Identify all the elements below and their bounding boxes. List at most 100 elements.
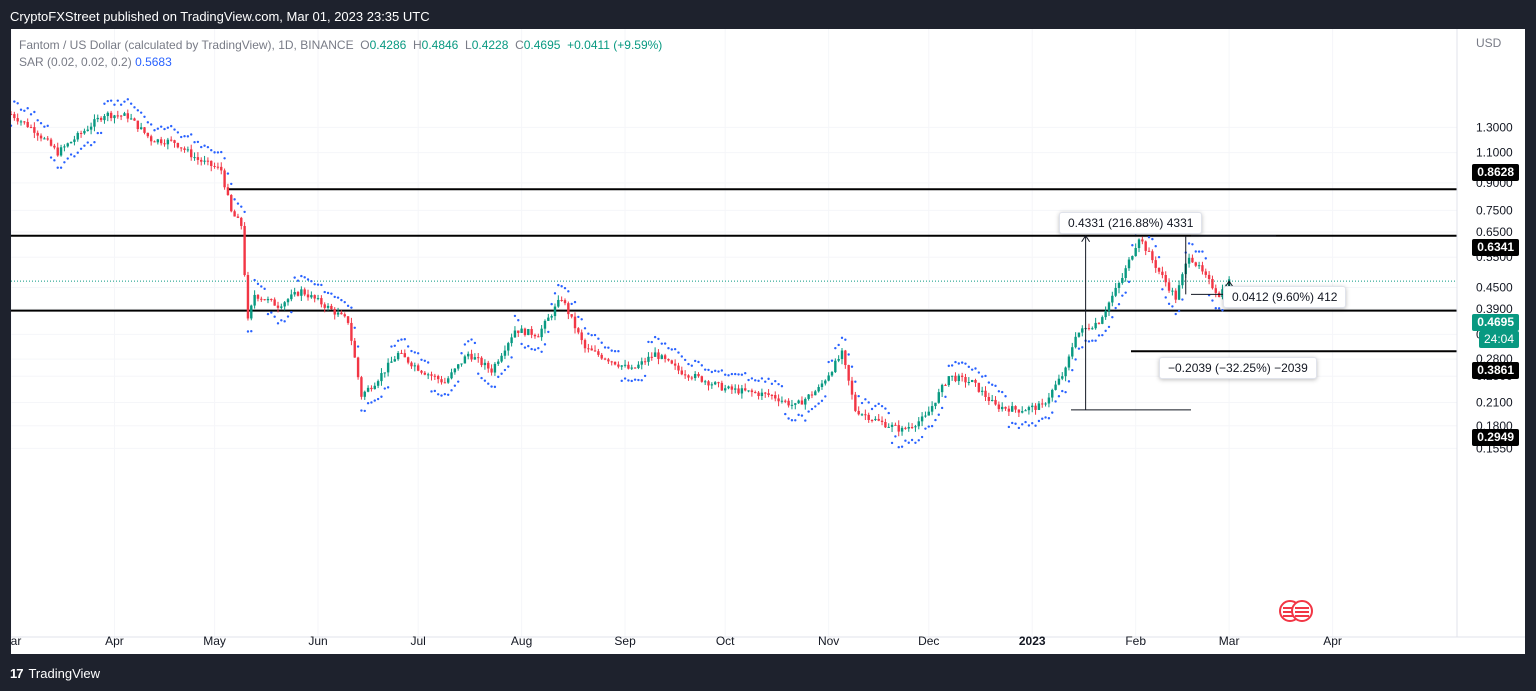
candle-body [123, 113, 126, 116]
sar-dot [76, 151, 79, 154]
footer-branding[interactable]: 17 TradingView [10, 662, 100, 684]
candle-body [243, 225, 246, 276]
candle-body [854, 394, 857, 411]
sar-dot [727, 374, 730, 377]
price-tick-label: 0.6500 [1476, 225, 1513, 239]
candle-body [66, 143, 69, 147]
sar-dot [69, 153, 73, 156]
sar-dot [79, 147, 83, 150]
candle-body [1197, 265, 1201, 267]
sar-dot [683, 358, 687, 362]
candle-body [493, 363, 497, 373]
sar-dot [517, 319, 520, 322]
candle-body [1087, 328, 1091, 330]
sar-dot [490, 385, 493, 388]
candle-body [737, 388, 740, 394]
chart-pane[interactable]: USD 1.3000 1.1000 0.9000 0.7500 0.6500 0.5500 0… [11, 29, 1525, 654]
candle-body [1214, 288, 1217, 293]
candle-body [663, 355, 667, 359]
sar-dot [109, 99, 113, 102]
measure-callout-big[interactable]: 0.4331 (216.88%) 4331 [1059, 212, 1203, 234]
candle-body [149, 136, 153, 142]
candle-body [777, 398, 780, 402]
measure-callout-small-up[interactable]: 0.0412 (9.60%) 412 [1223, 286, 1347, 308]
candle-body [897, 425, 900, 432]
sar-dot [697, 360, 700, 364]
candle-body [997, 404, 1001, 410]
sar-dot [643, 374, 647, 378]
candle-body [1104, 310, 1107, 318]
candle-body [1000, 406, 1004, 410]
candle-body [603, 358, 607, 360]
candle-body [1177, 285, 1181, 300]
candle-body [1057, 378, 1061, 385]
candle-body [547, 317, 550, 321]
symbol-title: Fantom / US Dollar (calculated by Tradin… [19, 38, 354, 52]
sar-dot [183, 135, 186, 138]
sar-dot [1057, 395, 1061, 398]
candle-body [690, 377, 694, 379]
sar-dot [557, 283, 560, 287]
candle-body [453, 368, 457, 373]
time-tick-label: Aug [511, 634, 532, 648]
sar-dot [637, 378, 640, 382]
sar-dot [126, 98, 130, 101]
candle-body [203, 160, 206, 162]
candle-body [1187, 257, 1191, 264]
sar-dot [533, 348, 537, 351]
candle-body [750, 390, 754, 393]
sar-dot [270, 311, 273, 314]
candle-body [1091, 328, 1094, 330]
sar-dot [667, 347, 670, 350]
time-tick-label: Apr [105, 634, 124, 648]
price-tick-label: 0.3900 [1476, 302, 1513, 316]
candle-body [957, 375, 961, 382]
sar-dot [874, 404, 877, 408]
price-chart[interactable]: USD1.30001.10000.90000.75000.65000.55000… [11, 29, 1525, 654]
sar-dot [467, 340, 470, 343]
candle-body [200, 159, 203, 162]
sar-dot [240, 205, 243, 208]
candle-body [810, 394, 814, 396]
sar-dot [884, 407, 887, 410]
time-tick-label: Apr [1323, 634, 1342, 648]
candle-body [1141, 239, 1144, 242]
candle-body [433, 375, 437, 377]
candle-body [804, 398, 807, 405]
us-flag-icon[interactable] [1279, 600, 1313, 622]
low-label: L [465, 38, 472, 52]
sar-dot [433, 389, 437, 393]
candle-body [583, 340, 587, 349]
sar-dot [550, 302, 553, 306]
candle-body [864, 414, 867, 416]
candle-body [757, 392, 760, 397]
candle-body [1121, 277, 1124, 283]
sar-dot [920, 435, 924, 439]
sar-dot [690, 364, 694, 367]
sar-dot [707, 368, 710, 372]
candle-body [1064, 367, 1067, 377]
sar-dot [994, 384, 997, 388]
sar-dot [1164, 296, 1167, 299]
candle-body [673, 363, 677, 366]
sar-dot [770, 382, 774, 386]
sar-dot [597, 337, 600, 340]
sar-dot [934, 418, 937, 422]
sar-dot [46, 124, 49, 128]
candle-body [870, 419, 874, 421]
candle-body [867, 414, 870, 420]
candle-body [213, 165, 216, 167]
sar-dot [577, 315, 580, 319]
sar-dot [1214, 307, 1217, 310]
sar-dot [463, 343, 467, 346]
measure-callout-small-down[interactable]: −0.2039 (−32.25%) −2039 [1159, 357, 1317, 379]
sar-dot [830, 359, 834, 362]
sar-dot [430, 390, 433, 393]
candle-body [163, 143, 166, 145]
candle-body [216, 166, 220, 168]
price-tick-label: 1.3000 [1476, 120, 1513, 134]
candle-body [653, 352, 657, 357]
sar-dot [864, 398, 867, 401]
candle-body [543, 320, 547, 329]
candle-body [1151, 251, 1154, 261]
